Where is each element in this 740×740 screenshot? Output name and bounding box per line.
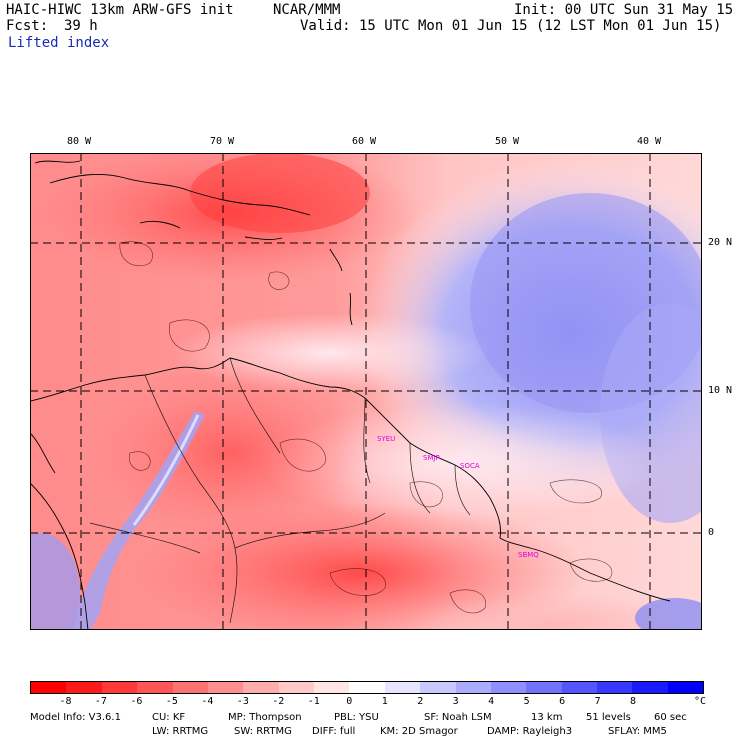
grid-resolution: 13 km <box>531 712 563 723</box>
color-scale-tick: 1 <box>381 696 388 707</box>
color-swatch <box>207 682 244 693</box>
andes-ridge <box>132 414 200 526</box>
color-scale-tick: 4 <box>488 696 495 707</box>
color-scale-tick: -2 <box>272 696 285 707</box>
station-label-sbmq: SBMQ <box>518 551 539 559</box>
color-scale-tick: 0 <box>346 696 353 707</box>
color-swatch <box>172 682 208 693</box>
color-scale-tick: 2 <box>417 696 424 707</box>
color-swatch <box>490 682 527 693</box>
field-name: Lifted index <box>8 35 110 51</box>
pbl-scheme: PBL: YSU <box>334 712 379 723</box>
lon-label-50w: 50 W <box>495 136 520 147</box>
station-label-smjp: SMJP <box>423 454 440 462</box>
model-info: Model Info: V3.6.1 <box>30 712 121 723</box>
cu-scheme: CU: KF <box>152 712 186 723</box>
damping: DAMP: Rayleigh3 <box>487 726 573 737</box>
lon-label-70w: 70 W <box>210 136 235 147</box>
color-scale-tick: 3 <box>452 696 459 707</box>
coastal-band <box>410 593 690 630</box>
color-scale-tick: -1 <box>307 696 320 707</box>
color-swatch <box>31 682 67 693</box>
station-label-syeu: SYEU <box>377 435 395 443</box>
stable-region-sw <box>30 533 80 630</box>
lifted-index-map: SYEU SMJP SOCA SBMQ <box>30 153 702 630</box>
forecast-hour: 39 h <box>64 18 98 34</box>
lon-label-40w: 40 W <box>637 136 662 147</box>
color-swatch <box>314 682 350 693</box>
sf-scheme: SF: Noah LSM <box>424 712 492 723</box>
color-swatch <box>526 682 562 693</box>
init-time: Init: 00 UTC Sun 31 May 15 <box>514 2 734 18</box>
color-scale-tick: 6 <box>559 696 566 707</box>
color-scale-tick: -6 <box>130 696 143 707</box>
color-swatch <box>349 682 385 693</box>
color-scale-tick: -3 <box>236 696 249 707</box>
graticule <box>30 153 702 630</box>
color-swatch <box>561 682 597 693</box>
diffusion: DIFF: full <box>312 726 356 737</box>
color-swatch <box>667 682 704 693</box>
color-scale-tick: -8 <box>59 696 72 707</box>
color-scale-tick: -7 <box>94 696 107 707</box>
lon-label-60w: 60 W <box>352 136 377 147</box>
lat-label-10n: 10 N <box>708 385 733 396</box>
country-borders <box>89 357 471 624</box>
color-swatch <box>101 682 138 693</box>
color-swatch <box>420 682 456 693</box>
lat-label-20n: 20 N <box>708 237 733 248</box>
color-scale-tick: -4 <box>201 696 214 707</box>
stable-region-se <box>635 598 702 630</box>
time-step: 60 sec <box>654 712 687 723</box>
valid-time: Valid: 15 UTC Mon 01 Jun 15 (12 LST Mon … <box>300 18 722 34</box>
lon-label-80w: 80 W <box>67 136 92 147</box>
color-swatch <box>278 682 314 693</box>
model-title: HAIC-HIWC 13km ARW-GFS init <box>6 2 234 18</box>
color-swatch <box>455 682 491 693</box>
color-scale-bar <box>30 681 704 694</box>
lat-label-0: 0 <box>708 527 715 538</box>
color-swatch <box>632 682 668 693</box>
sw-scheme: SW: RRTMG <box>234 726 292 737</box>
org-label: NCAR/MMM <box>273 2 341 18</box>
mp-scheme: MP: Thompson <box>228 712 302 723</box>
km-scheme: KM: 2D Smagor <box>380 726 458 737</box>
color-scale-unit: °C <box>693 696 707 707</box>
station-label-soca: SOCA <box>460 462 480 470</box>
vertical-levels: 51 levels <box>586 712 631 723</box>
color-swatch <box>137 682 173 693</box>
forecast-label: Fcst: <box>6 18 49 34</box>
color-scale-tick: 8 <box>630 696 637 707</box>
color-swatch <box>597 682 633 693</box>
color-scale-tick: -5 <box>165 696 178 707</box>
surface-layer: SFLAY: MM5 <box>608 726 667 737</box>
unstable-region-colombia <box>90 363 370 543</box>
color-scale-tick: 5 <box>523 696 530 707</box>
color-scale-tick: 7 <box>594 696 601 707</box>
color-swatch <box>243 682 279 693</box>
coastlines <box>30 160 671 630</box>
lw-scheme: LW: RRTMG <box>152 726 209 737</box>
color-swatch <box>384 682 421 693</box>
color-swatch <box>66 682 102 693</box>
map-border <box>30 153 702 630</box>
unstable-region-caribbean-east <box>190 153 370 233</box>
